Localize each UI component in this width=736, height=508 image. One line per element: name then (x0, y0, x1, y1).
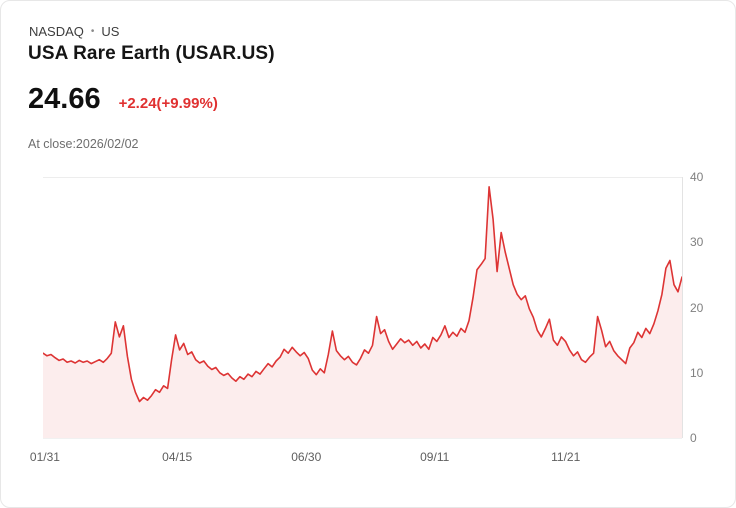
x-tick-label: 04/15 (162, 450, 193, 464)
price-chart-svg[interactable] (43, 177, 682, 438)
y-tick-label: 30 (690, 235, 704, 250)
y-tick-label: 10 (690, 365, 704, 380)
price-change: +2.24(+9.99%) (118, 95, 218, 112)
x-tick-label: 09/11 (420, 450, 450, 464)
close-date-label: At close:2026/02/02 (28, 137, 139, 151)
y-tick-label: 40 (690, 170, 704, 184)
gridline-bottom (43, 438, 682, 439)
price-line (43, 186, 682, 403)
region-label: US (101, 24, 120, 39)
price-row: 24.66 +2.24(+9.99%) (28, 85, 218, 114)
x-tick-label: 11/21 (551, 450, 581, 464)
stock-title: USA Rare Earth (USAR.US) (28, 43, 275, 64)
exchange-label: NASDAQ (29, 24, 84, 39)
current-price: 24.66 (28, 83, 101, 115)
price-area-fill (43, 186, 682, 438)
y-tick-label: 0 (690, 431, 697, 445)
x-tick-label: 01/31 (29, 450, 60, 464)
separator-dot: • (90, 26, 95, 37)
gridline-top (43, 177, 682, 178)
y-tick-label: 20 (690, 300, 704, 315)
exchange-row: NASDAQ • US (29, 24, 119, 39)
y-axis-line (682, 177, 683, 438)
x-tick-label: 06/30 (291, 450, 322, 464)
